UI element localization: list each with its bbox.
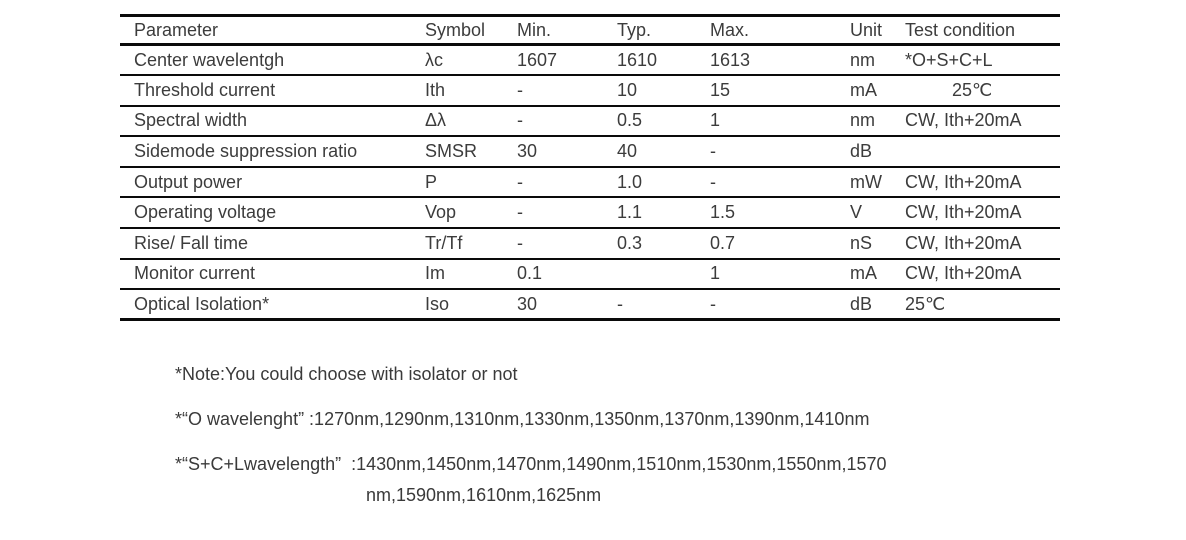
footnote-scl-wavelength: *“S+C+Lwavelength” :1430nm,1450nm,1470nm…: [175, 454, 887, 474]
cell-symbol: Iso: [425, 293, 450, 314]
column-header-min: Min.: [517, 19, 552, 40]
cell-min: -: [517, 171, 523, 192]
cell-parameter: Optical Isolation*: [134, 293, 270, 314]
cell-parameter: Operating voltage: [134, 202, 277, 223]
cell-max: 0.7: [710, 232, 736, 253]
cell-min: -: [517, 110, 523, 131]
cell-test-condition: CW, Ith+20mA: [905, 232, 1022, 253]
table-row: Rise/ Fall time Tr/Tf - 0.3 0.7 nS CW, I…: [120, 228, 1060, 259]
cell-max: 1.5: [710, 202, 736, 223]
cell-test-condition: CW, Ith+20mA: [905, 263, 1022, 284]
cell-parameter: Output power: [134, 171, 243, 192]
cell-unit: nS: [850, 232, 873, 253]
cell-unit: mW: [850, 171, 882, 192]
cell-typ: 1.1: [617, 202, 643, 223]
cell-unit: nm: [850, 49, 876, 70]
cell-test-condition: CW, Ith+20mA: [905, 202, 1022, 223]
cell-symbol: Vop: [425, 202, 457, 223]
cell-min: 30: [517, 141, 538, 162]
header-row: Parameter Symbol Min. Typ. Max. Unit Tes…: [120, 16, 1060, 45]
cell-unit: mA: [850, 79, 877, 100]
cell-unit: dB: [850, 293, 873, 314]
cell-max: -: [710, 171, 716, 192]
column-header-typ: Typ.: [617, 19, 652, 40]
cell-min: -: [517, 79, 523, 100]
cell-unit: V: [850, 202, 863, 223]
cell-typ: [602, 259, 695, 290]
spec-table: Parameter Symbol Min. Typ. Max. Unit Tes…: [120, 14, 1060, 322]
cell-typ: 40: [617, 141, 638, 162]
cell-min: -: [517, 202, 523, 223]
table-row: Spectral width Δλ - 0.5 1 nm CW, Ith+20m…: [120, 106, 1060, 137]
cell-max: 1613: [710, 49, 751, 70]
cell-max: 1: [710, 263, 721, 284]
cell-parameter: Center wavelentgh: [134, 49, 285, 70]
cell-test-condition: CW, Ith+20mA: [905, 171, 1022, 192]
cell-symbol: Tr/Tf: [425, 232, 463, 253]
column-header-symbol: Symbol: [425, 19, 486, 40]
cell-unit: nm: [850, 110, 876, 131]
cell-max: 1: [710, 110, 721, 131]
table-row: Threshold current Ith - 10 15 mA 25℃: [120, 75, 1060, 106]
cell-min: 30: [517, 293, 538, 314]
table-row: Sidemode suppression ratio SMSR 30 40 - …: [120, 136, 1060, 167]
column-header-test-condition: Test condition: [905, 19, 1016, 40]
cell-test-condition: *O+S+C+L: [905, 49, 993, 70]
table-row: Output power P - 1.0 - mW CW, Ith+20mA: [120, 167, 1060, 198]
footnote-isolator: *Note:You could choose with isolator or …: [175, 364, 518, 384]
cell-parameter: Spectral width: [134, 110, 248, 131]
cell-typ: 1.0: [617, 171, 643, 192]
spec-table-body: Center wavelentgh λc 1607 1610 1613 nm *…: [120, 45, 1060, 320]
cell-min: 1607: [517, 49, 558, 70]
cell-parameter: Sidemode suppression ratio: [134, 141, 358, 162]
cell-symbol: P: [425, 171, 438, 192]
column-header-max: Max.: [710, 19, 750, 40]
cell-typ: -: [617, 293, 623, 314]
spec-table-header: Parameter Symbol Min. Typ. Max. Unit Tes…: [120, 16, 1060, 45]
cell-symbol: Im: [425, 263, 445, 284]
table-row: Optical Isolation* Iso 30 - - dB 25℃: [120, 289, 1060, 320]
cell-test-condition: 25℃: [905, 293, 946, 314]
cell-min: 0.1: [517, 263, 543, 284]
cell-min: -: [517, 232, 523, 253]
cell-max: -: [710, 293, 716, 314]
cell-parameter: Rise/ Fall time: [134, 232, 249, 253]
cell-unit: dB: [850, 141, 873, 162]
cell-symbol: λc: [425, 49, 443, 70]
cell-symbol: SMSR: [425, 141, 478, 162]
footnote-o-wavelength: *“O wavelenght” :1270nm,1290nm,1310nm,13…: [175, 409, 870, 429]
cell-max: 15: [710, 79, 731, 100]
cell-symbol: Δλ: [425, 110, 447, 131]
footnote-scl-wavelength-continued: nm,1590nm,1610nm,1625nm: [366, 485, 602, 505]
table-row: Operating voltage Vop - 1.1 1.5 V CW, It…: [120, 197, 1060, 229]
table-row: Center wavelentgh λc 1607 1610 1613 nm *…: [120, 45, 1060, 76]
cell-typ: 0.5: [617, 110, 643, 131]
cell-parameter: Monitor current: [134, 263, 256, 284]
cell-typ: 1610: [617, 49, 658, 70]
cell-typ: 10: [617, 79, 638, 100]
column-header-parameter: Parameter: [134, 19, 219, 40]
table-row: Monitor current Im 0.1 1 mA CW, Ith+20mA: [120, 259, 1060, 290]
cell-test-condition: [890, 136, 1060, 167]
cell-test-condition: 25℃: [952, 79, 993, 100]
cell-max: -: [710, 141, 716, 162]
cell-symbol: Ith: [425, 79, 446, 100]
cell-unit: mA: [850, 263, 877, 284]
cell-typ: 0.3: [617, 232, 643, 253]
cell-test-condition: CW, Ith+20mA: [905, 110, 1022, 131]
column-header-unit: Unit: [850, 19, 883, 40]
cell-parameter: Threshold current: [134, 79, 276, 100]
